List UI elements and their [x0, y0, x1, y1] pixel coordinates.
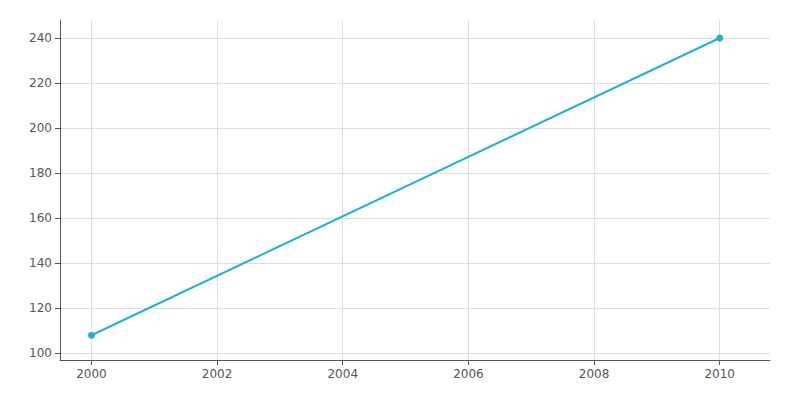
- svg-text:100: 100: [29, 346, 52, 360]
- svg-text:160: 160: [29, 211, 52, 225]
- svg-text:2010: 2010: [704, 367, 735, 381]
- svg-text:240: 240: [29, 31, 52, 45]
- svg-text:140: 140: [29, 256, 52, 270]
- svg-text:180: 180: [29, 166, 52, 180]
- svg-text:2000: 2000: [76, 367, 107, 381]
- svg-text:2008: 2008: [579, 367, 610, 381]
- svg-text:2004: 2004: [327, 367, 358, 381]
- svg-text:120: 120: [29, 301, 52, 315]
- svg-text:2006: 2006: [453, 367, 484, 381]
- svg-text:220: 220: [29, 76, 52, 90]
- svg-text:2002: 2002: [202, 367, 233, 381]
- svg-text:200: 200: [29, 121, 52, 135]
